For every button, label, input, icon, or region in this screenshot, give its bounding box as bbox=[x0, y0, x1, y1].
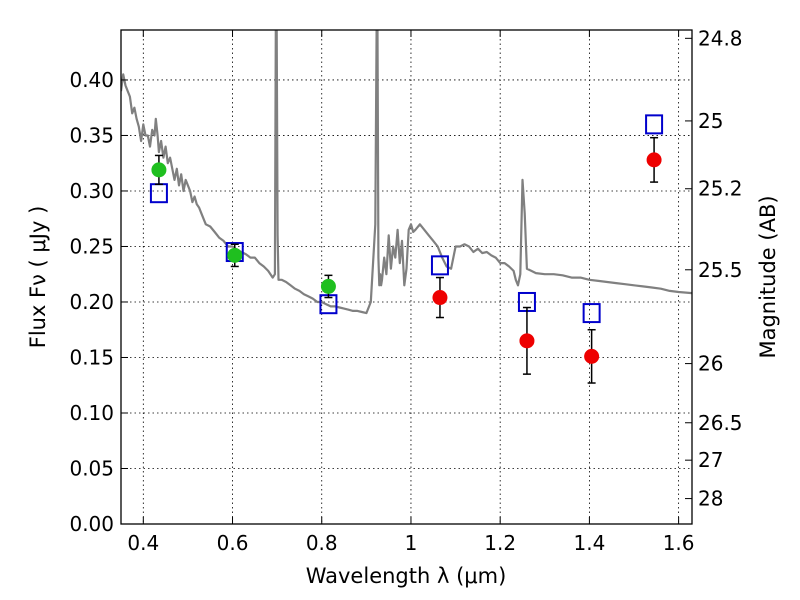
x-tick-label: 0.8 bbox=[306, 531, 338, 555]
x-tick-label: 1.4 bbox=[573, 531, 605, 555]
y-tick-label: 0.40 bbox=[69, 68, 114, 92]
model-photometry-point bbox=[582, 303, 601, 324]
y-tick-label: 0.00 bbox=[69, 512, 114, 536]
y-tick-label: 0.20 bbox=[69, 290, 114, 314]
nir-photometry-point bbox=[584, 348, 600, 364]
x-tick-label: 1.2 bbox=[484, 531, 516, 555]
model-photometry-point bbox=[430, 255, 449, 276]
y-tick-label: 0.35 bbox=[69, 123, 114, 147]
y2-tick-label: 26 bbox=[698, 352, 723, 376]
model-spectrum-line bbox=[121, 30, 692, 315]
nir-photometry-point bbox=[646, 152, 662, 168]
y2-tick-label: 27 bbox=[698, 448, 723, 472]
optical-photometry-point bbox=[227, 247, 243, 263]
y2-tick-label: 25 bbox=[698, 109, 723, 133]
axis-ticks bbox=[121, 30, 692, 525]
y-tick-label: 0.30 bbox=[69, 179, 114, 203]
y-tick-label: 0.10 bbox=[69, 401, 114, 425]
optical-photometry-point bbox=[151, 162, 167, 178]
model-photometry-point bbox=[645, 114, 664, 135]
y-axis-label: Flux Fν ( μJy ) bbox=[26, 206, 50, 349]
optical-photometry-point bbox=[320, 278, 336, 294]
y2-tick-label: 28 bbox=[698, 487, 723, 511]
y2-tick-label: 24.8 bbox=[698, 26, 743, 50]
y2-axis-label: Magnitude (AB) bbox=[756, 195, 780, 358]
y2-tick-label: 26.5 bbox=[698, 411, 743, 435]
x-tick-label: 0.4 bbox=[127, 531, 159, 555]
plot-area bbox=[121, 30, 692, 384]
plot-frame bbox=[120, 29, 693, 525]
x-tick-label: 1 bbox=[405, 531, 418, 555]
y-tick-label: 0.05 bbox=[69, 456, 114, 480]
nir-photometry-point bbox=[432, 290, 448, 306]
x-tick-label: 1.6 bbox=[663, 531, 695, 555]
y-tick-label: 0.15 bbox=[69, 345, 114, 369]
y2-tick-label: 25.5 bbox=[698, 258, 743, 282]
nir-photometry-point bbox=[519, 333, 535, 349]
x-axis-label: Wavelength λ (μm) bbox=[306, 564, 507, 588]
y2-tick-label: 25.2 bbox=[698, 177, 743, 201]
y-tick-label: 0.25 bbox=[69, 234, 114, 258]
x-tick-label: 0.6 bbox=[217, 531, 249, 555]
axis-tick-labels: 0.4 0.6 0.8 1 1.2 1.4 1.6 0.00 0.05 0.10 0.15 0.20 0… bbox=[69, 26, 742, 555]
